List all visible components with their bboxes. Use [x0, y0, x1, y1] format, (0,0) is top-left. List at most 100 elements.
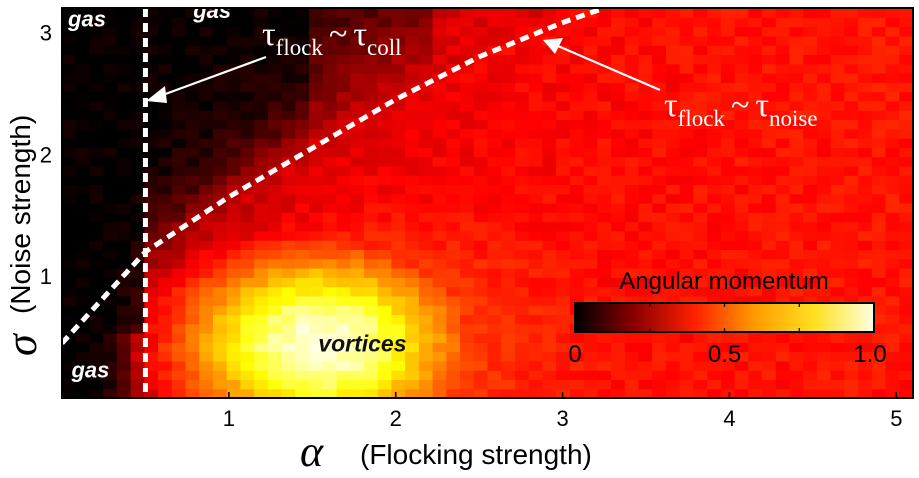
heatmap-cell — [75, 175, 91, 186]
heatmap-cell — [652, 193, 667, 204]
heatmap-cell — [460, 35, 475, 46]
heatmap-cell — [748, 286, 763, 297]
heatmap-cell — [844, 63, 859, 74]
tau-symbol: τ — [262, 16, 276, 53]
heatmap-cell — [240, 379, 255, 390]
heatmap-cell — [624, 351, 640, 362]
heatmap-cell — [116, 165, 132, 176]
heatmap-cell — [762, 17, 777, 28]
heatmap-cell — [377, 100, 393, 111]
heatmap-cell — [487, 268, 502, 278]
heatmap-cell — [418, 379, 434, 390]
heatmap-cell — [267, 147, 283, 158]
heatmap-cell — [748, 295, 763, 306]
heatmap-cell — [350, 147, 365, 158]
colorbar-ticks: 0 0.5 1.0 — [568, 303, 887, 368]
heatmap-cell — [75, 370, 91, 381]
heatmap-cell — [693, 91, 708, 102]
heatmap-cell — [748, 54, 763, 65]
heatmap-cell — [679, 100, 694, 111]
heatmap-cell — [103, 249, 118, 260]
heatmap-cell — [116, 342, 132, 353]
heatmap-cell — [638, 295, 653, 306]
heatmap-cell — [144, 8, 159, 18]
heatmap-cell — [130, 147, 145, 158]
heatmap-cell — [707, 370, 722, 381]
heatmap-cell — [665, 63, 681, 74]
heatmap-cell — [240, 26, 255, 37]
heatmap-cell — [62, 268, 77, 278]
heatmap-cell — [363, 8, 379, 18]
heatmap-cell — [624, 212, 640, 223]
heatmap-cell — [75, 258, 91, 269]
heatmap-cell — [871, 203, 887, 213]
heatmap-cell — [336, 351, 351, 362]
heatmap-cell — [487, 230, 502, 241]
heatmap-cell — [816, 277, 832, 288]
heatmap-cell — [803, 147, 818, 158]
heatmap-cell — [624, 91, 640, 102]
heatmap-cell — [638, 110, 653, 121]
heatmap-cell — [720, 333, 736, 343]
heatmap-cell — [803, 333, 818, 343]
heatmap-cell — [679, 73, 694, 83]
heatmap-cell — [350, 277, 365, 288]
x-tick-label: 5 — [890, 406, 902, 431]
heatmap-cell — [528, 230, 544, 241]
heatmap-cell — [638, 240, 653, 251]
heatmap-cell — [693, 351, 708, 362]
heatmap-cell — [75, 26, 91, 37]
heatmap-cell — [569, 26, 585, 37]
heatmap-cell — [446, 314, 461, 325]
heatmap-cell — [748, 17, 763, 28]
heatmap-cell — [144, 63, 159, 74]
heatmap-cell — [185, 230, 200, 241]
heatmap-cell — [281, 147, 296, 158]
heatmap-cell — [199, 147, 214, 158]
heatmap-cell — [116, 333, 132, 343]
heatmap-cell — [762, 388, 777, 398]
heatmap-cell — [377, 305, 393, 316]
heatmap-cell — [185, 258, 200, 269]
heatmap-cell — [665, 82, 681, 93]
heatmap-cell — [446, 73, 461, 83]
heatmap-cell — [405, 91, 420, 102]
heatmap-cell — [460, 388, 475, 398]
heatmap-cell — [446, 370, 461, 381]
subscript-flock: flock — [678, 106, 726, 131]
heatmap-cell — [789, 193, 804, 204]
heatmap-cell — [158, 351, 173, 362]
heatmap-cell — [487, 333, 502, 343]
heatmap-cell — [377, 156, 393, 167]
heatmap-cell — [240, 230, 255, 241]
heatmap-cell — [185, 175, 200, 186]
heatmap-cell — [171, 73, 187, 83]
heatmap-cell — [116, 119, 132, 130]
heatmap-cell — [844, 100, 859, 111]
heatmap-cell — [103, 351, 118, 362]
heatmap-cell — [405, 82, 420, 93]
heatmap-cell — [707, 8, 722, 18]
heatmap-cell — [171, 351, 187, 362]
region-label-gas-bottom: gas — [70, 357, 109, 382]
heatmap-cell — [418, 100, 434, 111]
heatmap-cell — [693, 295, 708, 306]
heatmap-cell — [391, 342, 406, 353]
heatmap-cell — [583, 370, 598, 381]
heatmap-cell — [830, 8, 845, 18]
heatmap-cell — [858, 333, 873, 343]
heatmap-cell — [460, 333, 475, 343]
heatmap-cell — [336, 175, 351, 186]
heatmap-cell — [789, 333, 804, 343]
heatmap-cell — [665, 268, 681, 278]
heatmap-cell — [432, 323, 447, 334]
heatmap-cell — [473, 212, 489, 223]
heatmap-cell — [473, 268, 489, 278]
heatmap-cell — [144, 221, 159, 232]
heatmap-cell — [514, 221, 530, 232]
heatmap-cell — [116, 138, 132, 148]
heatmap-cell — [514, 26, 530, 37]
heatmap-cell — [226, 240, 242, 251]
heatmap-cell — [871, 240, 887, 251]
heatmap-cell — [212, 370, 228, 381]
